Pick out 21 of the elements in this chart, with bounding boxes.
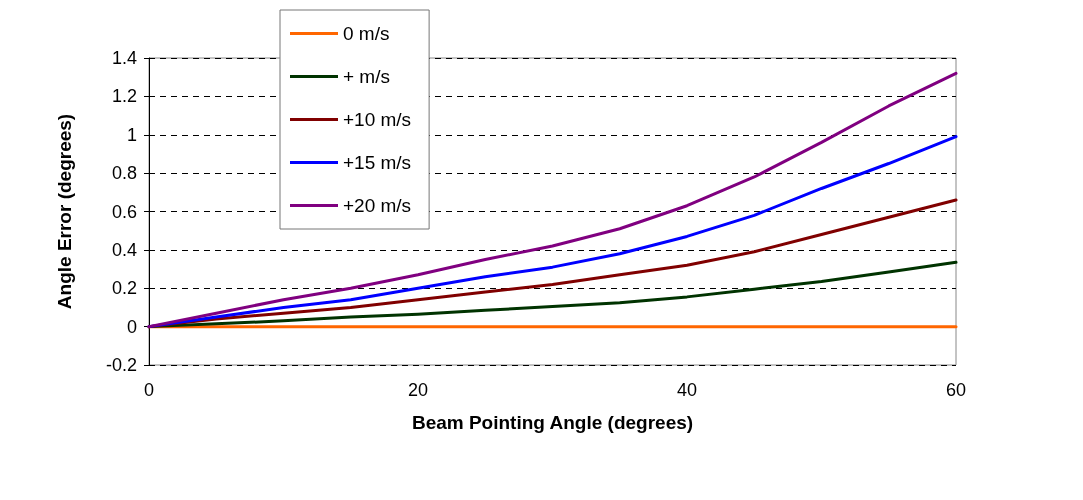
- line-series: [147, 71, 958, 329]
- x-tick-label: 40: [676, 380, 698, 400]
- y-tick-label: 1: [126, 124, 137, 145]
- y-tick-label: 0.4: [111, 239, 137, 260]
- y-tick-label: 0.8: [111, 163, 137, 184]
- x-tick-label: 20: [407, 380, 429, 400]
- x-tick-label: 60: [945, 380, 967, 400]
- x-axis-title: Beam Pointing Angle (degrees): [411, 412, 694, 433]
- legend-label: +10 m/s: [343, 109, 412, 130]
- legend-label: + m/s: [343, 66, 390, 87]
- y-tick-label: 0: [126, 316, 137, 337]
- legend-label: +20 m/s: [343, 195, 412, 216]
- y-tick-label: 0.2: [111, 278, 137, 299]
- legend-label: 0 m/s: [343, 23, 390, 44]
- x-tick-label: 0: [143, 380, 155, 400]
- y-tick-label: 0.6: [111, 201, 137, 222]
- y-axis-title: Angle Error (degrees): [54, 113, 75, 310]
- y-tick-label: 1.4: [111, 48, 137, 68]
- legend-label: +15 m/s: [343, 152, 412, 173]
- y-tick-label: 1.2: [111, 86, 137, 107]
- y-tick-label: -0.2: [105, 355, 137, 375]
